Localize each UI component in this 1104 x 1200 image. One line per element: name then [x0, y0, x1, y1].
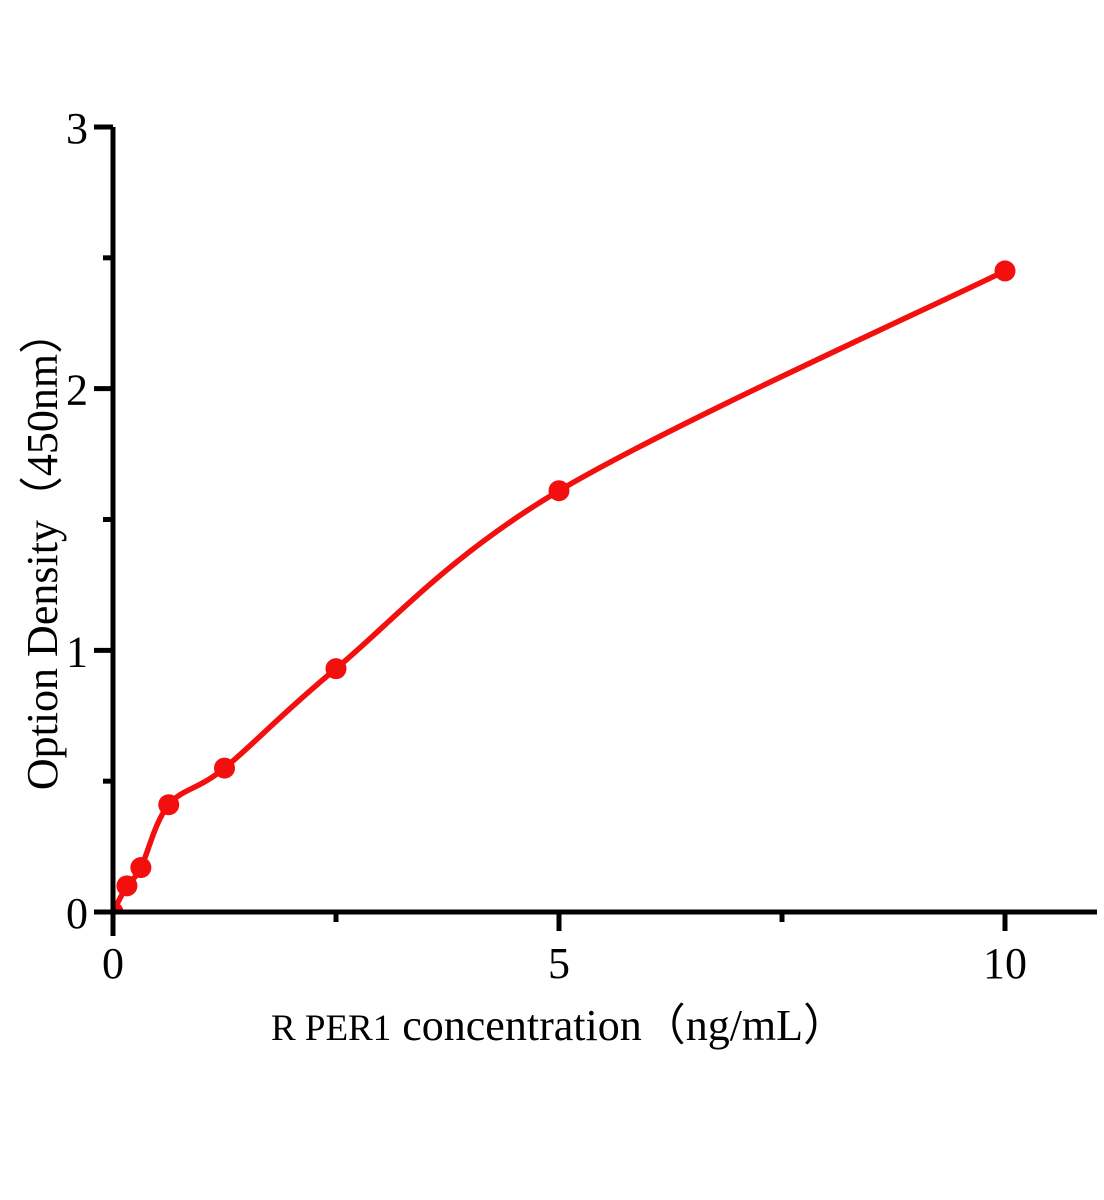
x-axis-title: R PER1 concentration（ng/mL） [113, 1002, 1005, 1053]
data-point [116, 875, 138, 897]
y-tick-label: 0 [66, 889, 88, 938]
x-axis-title-prefix: R PER1 [270, 1008, 392, 1049]
y-axis-title-text: Option Density（450nm） [18, 309, 67, 791]
y-axis-title: Option Density（450nm） [6, 310, 70, 790]
data-point [158, 794, 180, 816]
y-tick-label: 2 [66, 366, 88, 415]
data-point [130, 857, 152, 879]
x-tick-label: 10 [983, 939, 1027, 988]
axes [94, 124, 1097, 936]
data-series [112, 260, 1016, 913]
x-axis-title-rest: concentration（ng/mL） [391, 1001, 848, 1050]
y-tick-label: 3 [66, 104, 88, 153]
data-point [325, 658, 347, 680]
y-tick-label: 1 [66, 627, 88, 676]
data-point [548, 480, 570, 502]
x-tick-label: 5 [548, 939, 570, 988]
data-point [994, 260, 1016, 282]
x-tick-label: 0 [102, 939, 124, 988]
data-point [214, 757, 235, 779]
fit-curve [112, 268, 1007, 913]
